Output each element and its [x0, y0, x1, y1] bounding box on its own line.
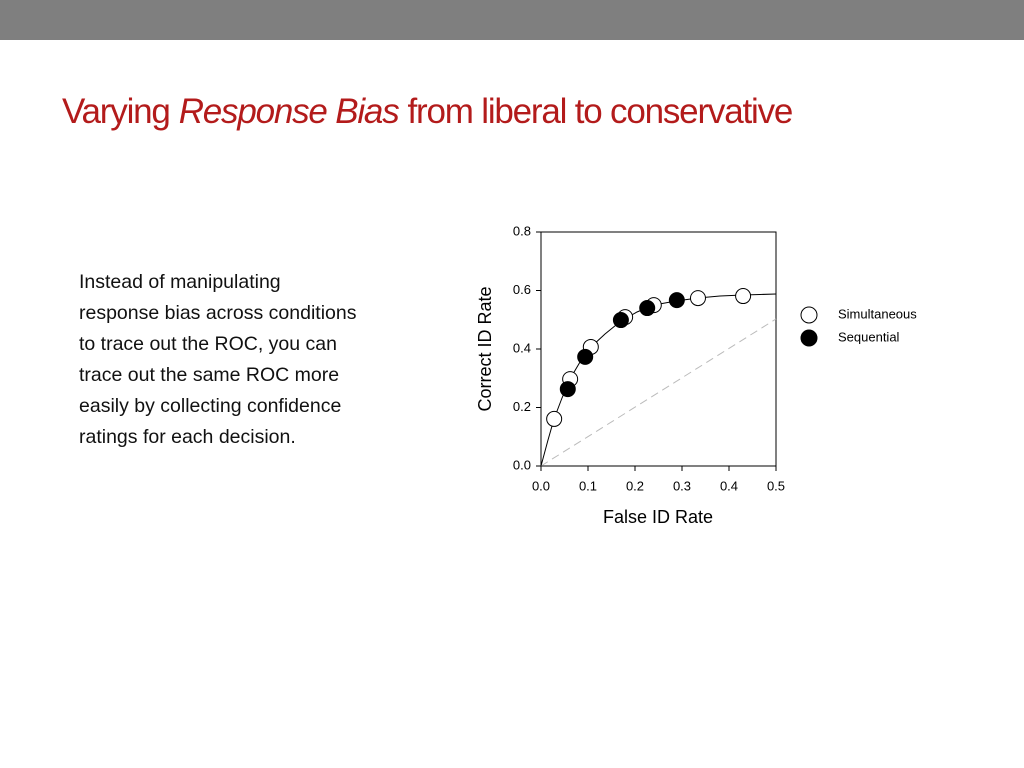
body-line: to trace out the ROC, you can — [79, 333, 337, 355]
body-line: response bias across conditions — [79, 302, 357, 324]
title-part: from liberal to conservative — [407, 92, 794, 131]
point — [735, 288, 752, 305]
x-tick-label: 0.0 — [532, 478, 550, 493]
chance-line — [540, 318, 777, 467]
body-line: easily by collecting confidence — [79, 395, 342, 417]
legend-label: Sequential — [838, 329, 900, 344]
y-tick-label: 0.4 — [513, 340, 531, 355]
point — [577, 348, 594, 365]
top-bar — [0, 0, 1024, 40]
point — [689, 290, 706, 307]
body-text: Instead of manipulating response bias acr… — [79, 267, 357, 453]
y-tick-label: 0.8 — [513, 223, 531, 238]
x-tick-label: 0.3 — [673, 478, 691, 493]
y-axis-label: Correct ID Rate — [475, 286, 495, 411]
point — [559, 381, 576, 398]
legend-label: Simultaneous — [838, 306, 917, 321]
slide-title: Varying Response Bias from liberal to cons… — [62, 92, 794, 132]
title-part: Varying — [62, 92, 171, 131]
body-line: ratings for each decision. — [79, 426, 296, 448]
point — [639, 300, 656, 317]
legend-marker — [800, 329, 818, 347]
point — [668, 292, 685, 309]
y-tick-label: 0.0 — [513, 457, 531, 472]
y-tick-label: 0.6 — [513, 282, 531, 297]
x-tick-label: 0.5 — [767, 478, 785, 493]
legend-marker — [800, 306, 818, 324]
x-tick-label: 0.1 — [579, 478, 597, 493]
point — [546, 410, 563, 427]
plot-frame — [540, 231, 777, 467]
body-line: trace out the same ROC more — [79, 364, 340, 386]
body-line: Instead of manipulating — [79, 271, 281, 293]
title-part: Response Bias — [178, 92, 400, 131]
x-tick-label: 0.2 — [626, 478, 644, 493]
y-tick-label: 0.2 — [513, 399, 531, 414]
point — [612, 312, 629, 329]
x-tick-label: 0.4 — [720, 478, 738, 493]
x-axis-label: False ID Rate — [603, 507, 713, 527]
